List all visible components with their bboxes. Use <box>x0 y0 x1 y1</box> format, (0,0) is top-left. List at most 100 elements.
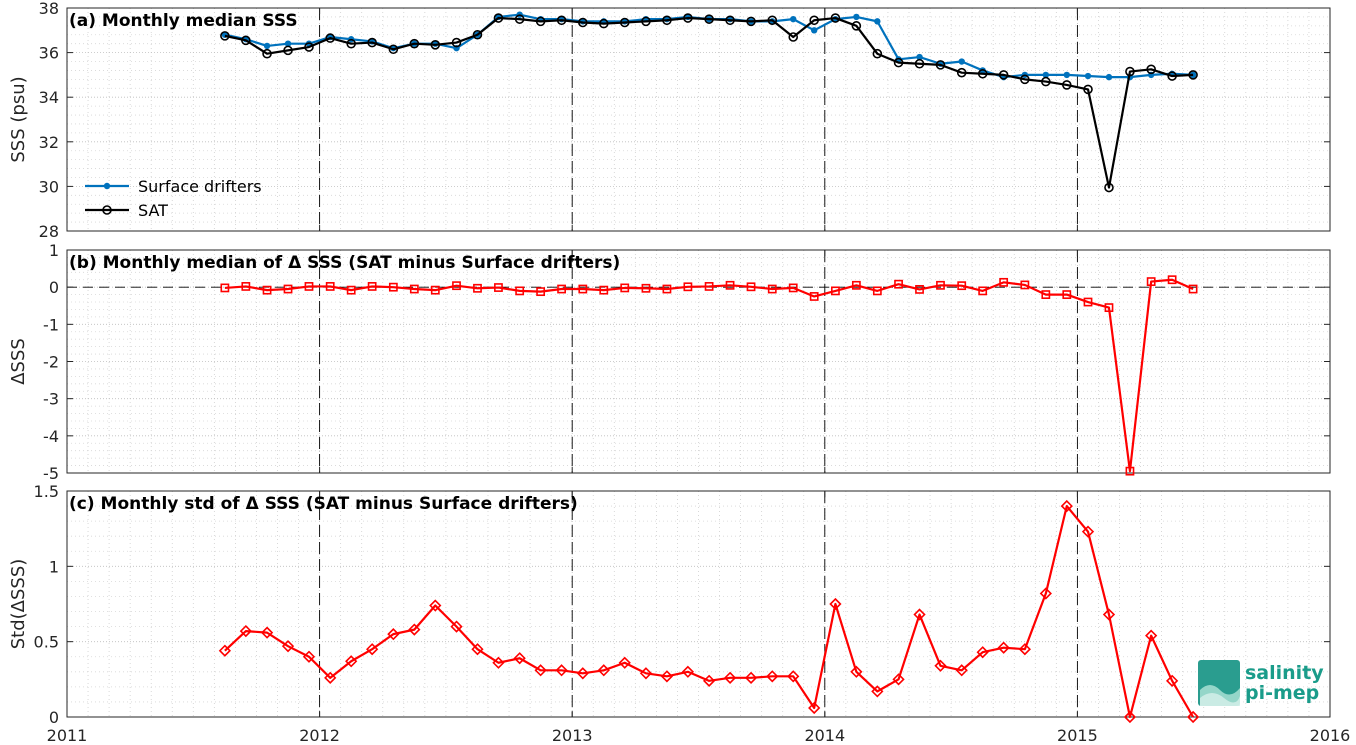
data-point <box>702 674 716 687</box>
data-point <box>976 646 989 659</box>
data-point <box>1125 66 1135 77</box>
data-point <box>1167 275 1177 285</box>
data-point <box>1039 587 1052 600</box>
data-point <box>809 292 819 301</box>
data-point <box>955 664 968 677</box>
data-point <box>871 685 884 698</box>
data-point <box>788 283 798 293</box>
panel-title: (b) Monthly median of Δ SSS (SAT minus S… <box>69 253 620 273</box>
data-point <box>557 284 566 294</box>
data-point <box>262 285 272 295</box>
data-point <box>345 655 358 668</box>
data-point <box>916 53 923 61</box>
data-point <box>493 13 504 23</box>
y-tick-label: 0.5 <box>34 633 59 652</box>
y-tick-label: 36 <box>39 44 59 63</box>
data-point <box>367 37 377 48</box>
data-point <box>304 42 314 52</box>
y-tick-label: 32 <box>39 133 59 152</box>
data-point <box>914 58 925 69</box>
series-delta-1 <box>220 275 1198 476</box>
axes-box <box>66 7 1331 232</box>
y-axis-label: Std(ΔSSS) <box>8 559 29 650</box>
data-point <box>515 286 525 296</box>
data-point <box>1104 182 1114 193</box>
data-point <box>597 664 610 677</box>
panel-title: (a) Monthly median SSS <box>69 11 298 31</box>
x-tick-label: 2013 <box>552 726 593 745</box>
data-point <box>977 68 988 79</box>
data-point <box>913 608 926 621</box>
data-point <box>1104 303 1114 313</box>
x-tick-label: 2016 <box>1310 726 1351 745</box>
data-point <box>998 70 1009 80</box>
data-point <box>599 285 609 295</box>
data-point <box>366 643 379 656</box>
y-tick-label: -3 <box>43 390 59 409</box>
data-point <box>1123 710 1137 724</box>
logo-line1: salinity <box>1245 662 1324 684</box>
data-point <box>935 60 946 70</box>
data-point <box>1081 525 1095 538</box>
y-tick-label: -5 <box>43 464 59 483</box>
data-point <box>1060 499 1073 513</box>
data-point <box>766 670 779 683</box>
data-point <box>810 27 818 34</box>
data-point <box>1084 72 1092 80</box>
panel-a-sss: 28 30 32 34 36 38 SSS (psu) (a) Monthly median … <box>8 0 1331 241</box>
data-point <box>220 283 230 293</box>
data-point <box>767 284 777 294</box>
data-point <box>409 284 419 294</box>
y-tick-label: -2 <box>43 353 59 372</box>
data-point <box>556 15 567 26</box>
data-point <box>787 670 800 683</box>
panel-c-std-delta-sss: 0 0.5 1 1.5 2011 2012 2013 2014 2015 2016 Std(ΔSSS… <box>8 482 1350 745</box>
data-point <box>325 282 335 291</box>
data-point <box>302 650 316 663</box>
data-point <box>704 14 714 24</box>
data-point <box>915 284 924 294</box>
data-point <box>241 35 251 46</box>
data-point <box>1018 643 1031 656</box>
y-tick-label: 1 <box>49 557 59 576</box>
y-tick-label: 1 <box>49 241 59 260</box>
data-point <box>744 671 758 684</box>
y-tick-label: 28 <box>39 222 59 241</box>
data-point <box>892 673 905 686</box>
data-point <box>808 701 821 715</box>
data-point <box>788 32 799 42</box>
data-point <box>1083 297 1093 307</box>
y-tick-label: 1.5 <box>34 482 59 501</box>
series-line <box>224 278 1194 473</box>
data-point <box>514 14 525 24</box>
data-point <box>452 281 461 291</box>
data-point <box>1083 84 1093 95</box>
data-point <box>1105 73 1113 81</box>
legend-entry: SAT <box>138 201 168 220</box>
data-point <box>471 643 484 656</box>
data-point <box>851 280 861 290</box>
data-point <box>725 280 735 290</box>
data-point <box>1041 290 1051 299</box>
data-point <box>450 620 463 633</box>
data-point <box>1165 674 1179 687</box>
data-point <box>662 284 672 294</box>
data-point <box>829 597 842 611</box>
data-point <box>555 664 568 677</box>
data-point <box>618 656 631 669</box>
data-point <box>494 283 503 292</box>
salinity-pi-mep-logo: salinity pi-mep <box>1198 660 1324 706</box>
data-point <box>934 659 947 672</box>
data-point <box>576 667 589 680</box>
data-point <box>1020 74 1030 85</box>
y-axis-label: ΔSSS <box>8 338 29 385</box>
data-point <box>534 664 547 677</box>
y-tick-label: 0 <box>49 708 59 727</box>
data-point <box>388 282 398 292</box>
y-tick-label: 0 <box>49 278 59 297</box>
data-point <box>598 18 609 29</box>
data-point <box>620 283 630 293</box>
data-point <box>578 284 588 294</box>
data-point <box>1186 710 1200 724</box>
